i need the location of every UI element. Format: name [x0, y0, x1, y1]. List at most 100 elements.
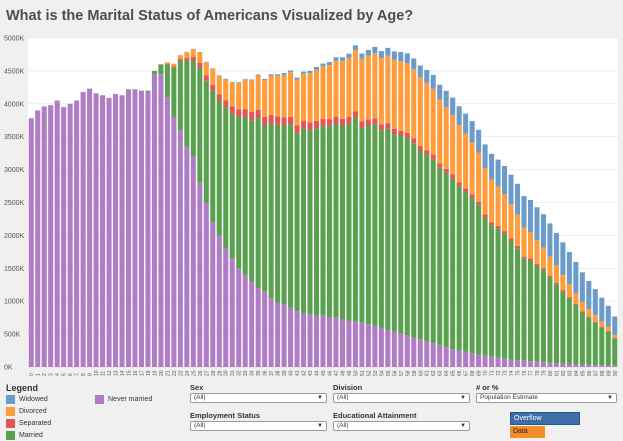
bar-segment-divorced — [307, 73, 313, 123]
bar-segment-widowed — [320, 63, 326, 67]
bar-segment-widowed — [288, 70, 294, 73]
bar-segment-married — [145, 90, 151, 92]
bar-segment-married — [339, 125, 345, 320]
bar-segment-never-married — [54, 100, 60, 367]
bar-segment-widowed — [301, 71, 307, 74]
x-tick-label: 84 — [574, 370, 580, 376]
x-tick-label: 52 — [366, 370, 372, 376]
x-tick-label: 44 — [315, 370, 321, 376]
bar-segment-never-married — [534, 361, 540, 367]
bar-segment-divorced — [450, 114, 456, 175]
x-tick-label: 25 — [191, 370, 197, 376]
bar-segment-married — [365, 125, 371, 325]
bar-segment-never-married — [463, 351, 469, 367]
bar-segment-never-married — [132, 89, 138, 367]
bar-segment-widowed — [437, 84, 443, 100]
bar-segment-never-married — [443, 347, 449, 367]
bar-segment-separated — [521, 256, 527, 259]
x-tick-label: 22 — [172, 370, 178, 376]
x-tick-label: 76 — [522, 370, 528, 376]
bar-segment-divorced — [612, 334, 618, 338]
bar-segment-never-married — [210, 222, 216, 367]
bar-segment-divorced — [359, 58, 365, 122]
bar-segment-married — [333, 123, 339, 318]
bar-segment-divorced — [203, 62, 209, 76]
employment-filter-select[interactable]: (All) ▼ — [190, 421, 327, 431]
bar-segment-widowed — [463, 113, 469, 134]
x-tick-label: 65 — [451, 370, 457, 376]
bar-segment-separated — [430, 154, 436, 160]
x-tick-label: 4 — [55, 373, 61, 376]
bar-segment-divorced — [566, 283, 572, 298]
bar-segment-married — [177, 61, 183, 131]
marital-status-chart: 0K 500K 1000K 1500K 2000K 2500K 3000K 3500K 4000… — [4, 36, 619, 377]
legend-swatch-never-married — [95, 395, 104, 404]
x-tick-label: 38 — [276, 370, 282, 376]
bar-segment-married — [502, 233, 508, 359]
legend-swatch-divorced — [6, 407, 15, 416]
bar-segment-widowed — [443, 90, 449, 107]
bar-segment-widowed — [579, 272, 585, 302]
bar-segment-widowed — [346, 53, 352, 58]
x-tick-label: 14 — [120, 370, 126, 376]
bar-segment-widowed — [313, 66, 320, 70]
division-filter-select[interactable]: (All) ▼ — [333, 393, 470, 403]
bar-segment-divorced — [333, 60, 339, 117]
legend-item-never-married[interactable]: Never married — [95, 395, 152, 404]
bar-segment-never-married — [100, 95, 106, 367]
bar-segment-never-married — [411, 337, 417, 367]
bar-segment-separated — [320, 118, 326, 127]
legend-item-widowed[interactable]: Widowed — [6, 395, 48, 404]
bar-segment-married — [262, 125, 268, 292]
bar-segment-divorced — [534, 240, 540, 264]
bar-segment-never-married — [450, 349, 456, 367]
x-tick-label: 12 — [107, 370, 113, 376]
legend-item-married[interactable]: Married — [6, 431, 43, 440]
x-tick-label: 42 — [302, 370, 308, 376]
bar-segment-married — [268, 123, 274, 298]
measure-filter-select[interactable]: Population Estimate ▼ — [476, 393, 617, 403]
employment-filter-label: Employment Status — [190, 411, 261, 420]
sex-filter-select[interactable]: (All) ▼ — [190, 393, 327, 403]
bar-segment-never-married — [579, 364, 585, 367]
x-tick-label: 37 — [269, 370, 275, 376]
bar-segment-married — [313, 128, 320, 316]
x-tick-label: 71 — [490, 370, 496, 376]
legend-item-divorced[interactable]: Divorced — [6, 407, 47, 416]
legend-item-separated[interactable]: Separated — [6, 419, 51, 428]
bar-segment-separated — [190, 57, 196, 62]
bar-segment-never-married — [307, 314, 313, 367]
bar-segment-married — [294, 133, 300, 312]
bar-segment-married — [229, 113, 235, 259]
bar-segment-married — [352, 117, 358, 322]
bar-segment-never-married — [586, 364, 592, 367]
bar-segment-never-married — [365, 324, 371, 367]
bar-segment-never-married — [313, 315, 320, 367]
x-tick-label: 19 — [152, 370, 158, 376]
education-filter-select[interactable]: (All) ▼ — [333, 421, 470, 431]
bar-segment-widowed — [275, 74, 281, 76]
bar-segment-divorced — [527, 232, 534, 259]
bar-segment-never-married — [294, 311, 300, 367]
bar-segment-widowed — [560, 242, 566, 275]
bar-segment-separated — [281, 117, 287, 126]
x-tick-label: 11 — [101, 371, 107, 376]
bar-segment-widowed — [605, 305, 611, 327]
legend-label: Separated — [19, 420, 52, 427]
bar-segment-separated — [301, 121, 307, 129]
bar-segment-separated — [456, 182, 462, 187]
bar-segment-married — [171, 67, 177, 117]
bar-segment-never-married — [521, 360, 527, 367]
bar-segment-never-married — [255, 288, 261, 367]
bar-segment-separated — [495, 226, 501, 229]
x-tick-label: 77 — [528, 370, 534, 376]
y-tick-label: 1500K — [4, 266, 25, 273]
x-tick-label: 57 — [399, 370, 405, 376]
bar-segment-widowed — [391, 51, 397, 60]
bar-segment-married — [242, 116, 248, 275]
y-tick-label: 3500K — [4, 134, 25, 141]
x-tick-label: 24 — [185, 370, 191, 376]
bar-segment-married — [540, 270, 546, 363]
bar-segment-widowed — [482, 144, 488, 169]
bar-segment-never-married — [514, 360, 521, 367]
